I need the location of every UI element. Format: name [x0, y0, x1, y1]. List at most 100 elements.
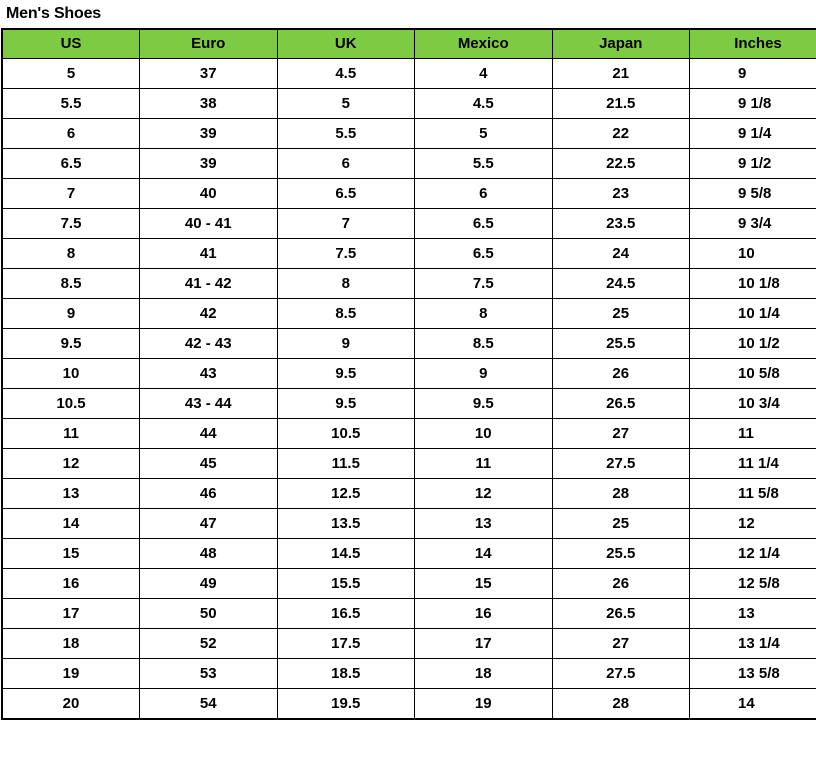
- cell-japan: 28: [551, 478, 690, 509]
- cell-us: 15: [1, 538, 140, 569]
- cell-euro: 49: [139, 568, 278, 599]
- cell-euro: 37: [139, 58, 278, 89]
- cell-mexico: 19: [414, 688, 553, 720]
- table-row: 8.5 41 - 42 8 7.5 24.5 10 1/8: [1, 268, 816, 299]
- table-row: 12 45 11.5 11 27.5 11 1/4: [1, 448, 816, 479]
- cell-mexico: 7.5: [414, 268, 553, 299]
- cell-inches: 9 3/4: [689, 208, 816, 239]
- cell-mexico: 17: [414, 628, 553, 659]
- cell-euro: 43 - 44: [139, 388, 278, 419]
- shoe-size-table: US Euro UK Mexico Japan Inches 5 37 4.5 4 21 9 5.5 3…: [1, 28, 816, 720]
- cell-mexico: 6.5: [414, 208, 553, 239]
- cell-inches: 10 1/2: [689, 328, 816, 359]
- cell-inches: 9 1/2: [689, 148, 816, 179]
- cell-inches: 10 1/8: [689, 268, 816, 299]
- cell-inches: 13 1/4: [689, 628, 816, 659]
- cell-inches: 14: [689, 688, 816, 720]
- table-row: 7 40 6.5 6 23 9 5/8: [1, 178, 816, 209]
- cell-japan: 25: [551, 508, 690, 539]
- cell-mexico: 14: [414, 538, 553, 569]
- cell-mexico: 11: [414, 448, 553, 479]
- table-row: 7.5 40 - 41 7 6.5 23.5 9 3/4: [1, 208, 816, 239]
- table-row: 19 53 18.5 18 27.5 13 5/8: [1, 658, 816, 689]
- cell-us: 11: [1, 418, 140, 449]
- cell-inches: 11 1/4: [689, 448, 816, 479]
- cell-us: 5: [1, 58, 140, 89]
- cell-euro: 52: [139, 628, 278, 659]
- cell-mexico: 6.5: [414, 238, 553, 269]
- cell-mexico: 12: [414, 478, 553, 509]
- table-header-row: US Euro UK Mexico Japan Inches: [1, 28, 816, 59]
- cell-us: 12: [1, 448, 140, 479]
- table-body: 5 37 4.5 4 21 9 5.5 38 5 4.5 21.5 9 1/8 6 39 5.5 5 22 9 1…: [1, 58, 816, 720]
- column-header-mexico: Mexico: [414, 28, 553, 59]
- cell-inches: 13: [689, 598, 816, 629]
- cell-uk: 7.5: [276, 238, 415, 269]
- cell-uk: 5: [276, 88, 415, 119]
- cell-japan: 23.5: [551, 208, 690, 239]
- table-row: 10.5 43 - 44 9.5 9.5 26.5 10 3/4: [1, 388, 816, 419]
- cell-mexico: 10: [414, 418, 553, 449]
- cell-mexico: 4: [414, 58, 553, 89]
- cell-japan: 27: [551, 418, 690, 449]
- column-header-inches: Inches: [689, 28, 816, 59]
- cell-inches: 10 1/4: [689, 298, 816, 329]
- cell-japan: 22.5: [551, 148, 690, 179]
- cell-euro: 53: [139, 658, 278, 689]
- cell-us: 9.5: [1, 328, 140, 359]
- cell-japan: 28: [551, 688, 690, 720]
- cell-inches: 9: [689, 58, 816, 89]
- table-row: 18 52 17.5 17 27 13 1/4: [1, 628, 816, 659]
- cell-japan: 26.5: [551, 598, 690, 629]
- cell-uk: 11.5: [276, 448, 415, 479]
- page-title: Men's Shoes: [6, 5, 101, 22]
- cell-mexico: 4.5: [414, 88, 553, 119]
- cell-japan: 26: [551, 358, 690, 389]
- cell-euro: 44: [139, 418, 278, 449]
- cell-euro: 45: [139, 448, 278, 479]
- cell-us: 19: [1, 658, 140, 689]
- cell-euro: 54: [139, 688, 278, 720]
- cell-uk: 6.5: [276, 178, 415, 209]
- cell-uk: 13.5: [276, 508, 415, 539]
- cell-euro: 41 - 42: [139, 268, 278, 299]
- table-row: 6.5 39 6 5.5 22.5 9 1/2: [1, 148, 816, 179]
- cell-mexico: 6: [414, 178, 553, 209]
- cell-inches: 9 5/8: [689, 178, 816, 209]
- column-header-uk: UK: [276, 28, 415, 59]
- cell-us: 10.5: [1, 388, 140, 419]
- cell-mexico: 8: [414, 298, 553, 329]
- cell-mexico: 18: [414, 658, 553, 689]
- cell-euro: 38: [139, 88, 278, 119]
- cell-uk: 18.5: [276, 658, 415, 689]
- cell-inches: 11 5/8: [689, 478, 816, 509]
- table-row: 9.5 42 - 43 9 8.5 25.5 10 1/2: [1, 328, 816, 359]
- cell-euro: 39: [139, 118, 278, 149]
- table-header: US Euro UK Mexico Japan Inches: [1, 28, 816, 59]
- cell-inches: 12 5/8: [689, 568, 816, 599]
- cell-inches: 12 1/4: [689, 538, 816, 569]
- table-row: 16 49 15.5 15 26 12 5/8: [1, 568, 816, 599]
- cell-uk: 15.5: [276, 568, 415, 599]
- table-row: 10 43 9.5 9 26 10 5/8: [1, 358, 816, 389]
- cell-japan: 25: [551, 298, 690, 329]
- cell-japan: 26: [551, 568, 690, 599]
- cell-uk: 9.5: [276, 358, 415, 389]
- cell-mexico: 9.5: [414, 388, 553, 419]
- cell-us: 18: [1, 628, 140, 659]
- cell-japan: 23: [551, 178, 690, 209]
- cell-uk: 19.5: [276, 688, 415, 720]
- cell-us: 5.5: [1, 88, 140, 119]
- cell-uk: 16.5: [276, 598, 415, 629]
- column-header-euro: Euro: [139, 28, 278, 59]
- cell-uk: 6: [276, 148, 415, 179]
- cell-mexico: 16: [414, 598, 553, 629]
- cell-japan: 24.5: [551, 268, 690, 299]
- cell-japan: 21.5: [551, 88, 690, 119]
- cell-euro: 40 - 41: [139, 208, 278, 239]
- cell-uk: 5.5: [276, 118, 415, 149]
- cell-mexico: 15: [414, 568, 553, 599]
- cell-uk: 10.5: [276, 418, 415, 449]
- cell-us: 14: [1, 508, 140, 539]
